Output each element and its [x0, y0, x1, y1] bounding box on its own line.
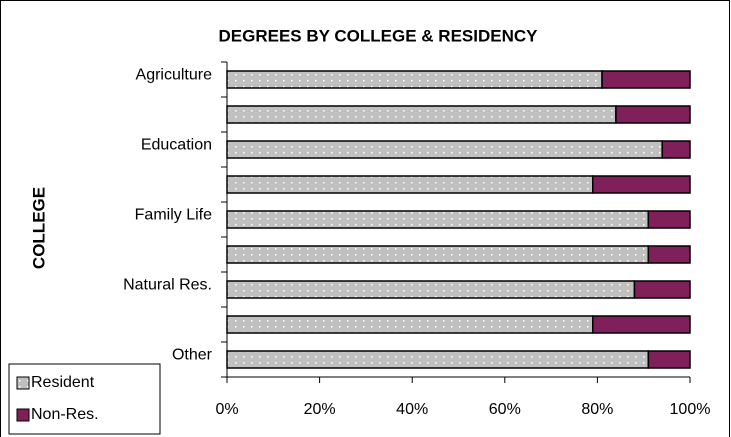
- y-tick-label: Other: [172, 347, 213, 364]
- x-tick-label: 60%: [489, 401, 521, 418]
- bar-segment: [633, 280, 691, 299]
- x-tick-label: 80%: [581, 401, 613, 418]
- bar-segment: [661, 140, 691, 159]
- x-tick-label: 40%: [396, 401, 428, 418]
- x-tick-label: 0%: [215, 401, 238, 418]
- x-tick-label: 20%: [304, 401, 336, 418]
- bar-segment: [592, 175, 691, 194]
- bar-segment: [226, 175, 594, 194]
- bar-segment: [226, 315, 594, 334]
- legend-label: Non-Res.: [31, 406, 99, 423]
- bar-segment: [226, 280, 636, 299]
- bar-segment: [226, 140, 663, 159]
- bar-segment: [615, 105, 691, 124]
- legend-swatch: [16, 408, 30, 422]
- bar-segment: [592, 315, 691, 334]
- bar-segment: [647, 350, 691, 369]
- y-axis-label: COLLEGE: [29, 187, 48, 269]
- bar-segment: [226, 245, 650, 264]
- y-tick-label: Natural Res.: [123, 277, 212, 294]
- y-tick-label: Family Life: [135, 207, 212, 224]
- y-tick-label: Agriculture: [136, 67, 213, 84]
- bar-segment: [226, 350, 650, 369]
- bar-segment: [226, 210, 650, 229]
- bar-segment: [226, 70, 603, 89]
- x-tick-label: 100%: [670, 401, 711, 418]
- bar-segment: [647, 210, 691, 229]
- y-tick-label: Education: [141, 137, 212, 154]
- legend-swatch: [16, 376, 30, 390]
- legend-box: [8, 363, 161, 435]
- bar-segment: [647, 245, 691, 264]
- legend-label: Resident: [31, 374, 95, 391]
- bar-segment: [226, 105, 617, 124]
- chart-title: DEGREES BY COLLEGE & RESIDENCY: [219, 26, 539, 45]
- bar-segment: [601, 70, 691, 89]
